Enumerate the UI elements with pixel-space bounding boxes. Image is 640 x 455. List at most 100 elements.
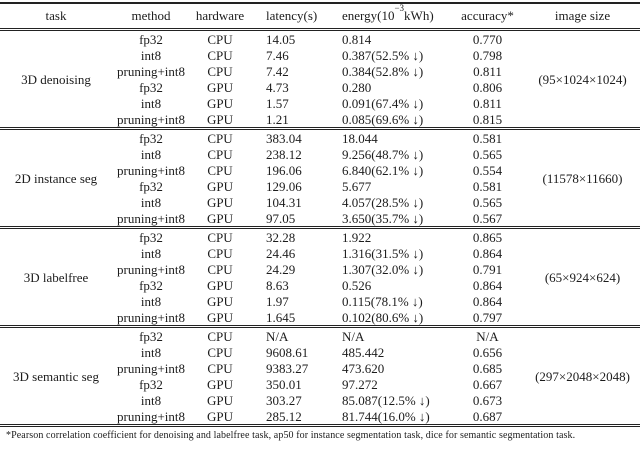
energy-cell: 0.102(80.6% ↓) xyxy=(342,309,424,325)
latency-cell: 14.05 xyxy=(266,31,296,47)
energy-cell: 0.526 xyxy=(342,277,372,293)
task-group: 3D denoising fp32 CPU 14.05 0.814 0.770 (95×10… xyxy=(0,30,640,129)
hardware-cell: GPU xyxy=(206,95,233,111)
energy-cell: 1.307(32.0% ↓) xyxy=(342,261,424,277)
energy-cell: 85.087(12.5% ↓) xyxy=(342,392,430,408)
latency-cell: 97.05 xyxy=(266,210,296,226)
energy-cell: 97.272 xyxy=(342,376,378,392)
image-size-cell: (65×924×624) xyxy=(544,269,621,285)
accuracy-cell: 0.770 xyxy=(472,31,503,47)
latency-cell: 383.04 xyxy=(266,130,302,146)
task-group: 3D semantic seg fp32 CPU N/A N/A N/A (297×2048… xyxy=(0,327,640,426)
table-row: int8 CPU 7.46 0.387(52.5% ↓) 0.798 xyxy=(0,47,640,63)
method-cell: int8 xyxy=(140,344,162,360)
task-cell: 3D denoising xyxy=(21,71,91,87)
col-header-hardware: hardware xyxy=(195,8,245,23)
hardware-cell: CPU xyxy=(207,63,233,79)
accuracy-cell: 0.685 xyxy=(472,360,503,376)
accuracy-cell: 0.565 xyxy=(472,146,503,162)
table-row: 3D denoising fp32 CPU 14.05 0.814 0.770 (95×10… xyxy=(0,30,640,87)
image-size-cell: (297×2048×2048) xyxy=(535,368,630,384)
results-table: task method hardware latency(s) energy(1… xyxy=(0,2,640,427)
hardware-cell: CPU xyxy=(207,344,233,360)
col-header-image-size: image size xyxy=(554,8,611,23)
method-cell: fp32 xyxy=(139,79,163,95)
energy-cell: 81.744(16.0% ↓) xyxy=(342,408,430,424)
table-row: pruning+int8 GPU 97.05 3.650(35.7% ↓) 0.567 xyxy=(0,210,640,228)
method-cell: fp32 xyxy=(139,277,163,293)
task-cell: 2D instance seg xyxy=(14,170,98,186)
accuracy-cell: 0.864 xyxy=(472,293,503,309)
col-header-energy: energy(10−3kWh) xyxy=(330,3,450,30)
method-cell: pruning+int8 xyxy=(117,261,185,277)
task-cell: 3D labelfree xyxy=(23,269,89,285)
latency-cell: 238.12 xyxy=(266,146,302,162)
hardware-cell: GPU xyxy=(206,210,233,226)
energy-cell: 473.620 xyxy=(342,360,385,376)
method-cell: fp32 xyxy=(139,31,163,47)
hardware-cell: CPU xyxy=(207,130,233,146)
method-cell: int8 xyxy=(140,146,162,162)
latency-cell: 9383.27 xyxy=(266,360,309,376)
latency-cell: 104.31 xyxy=(266,194,302,210)
latency-cell: 4.73 xyxy=(266,79,289,95)
table-row: int8 GPU 303.27 85.087(12.5% ↓) 0.673 xyxy=(0,392,640,408)
method-cell: fp32 xyxy=(139,376,163,392)
energy-cell: 4.057(28.5% ↓) xyxy=(342,194,424,210)
latency-cell: 196.06 xyxy=(266,162,302,178)
method-cell: fp32 xyxy=(139,328,163,344)
energy-cell: 485.442 xyxy=(342,344,385,360)
latency-cell: 7.46 xyxy=(266,47,289,63)
accuracy-cell: 0.687 xyxy=(472,408,503,424)
latency-cell: 285.12 xyxy=(266,408,302,424)
energy-cell: 0.091(67.4% ↓) xyxy=(342,95,424,111)
table-row: 2D instance seg fp32 CPU 383.04 18.044 0.581 (… xyxy=(0,129,640,186)
accuracy-cell: 0.667 xyxy=(472,376,503,392)
col-header-method: method xyxy=(131,8,171,23)
hardware-cell: CPU xyxy=(207,162,233,178)
table-row: int8 CPU 238.12 9.256(48.7% ↓) 0.565 xyxy=(0,146,640,162)
method-cell: int8 xyxy=(140,47,162,63)
table-row: pruning+int8 CPU 7.42 0.384(52.8% ↓) 0.811 xyxy=(0,63,640,79)
accuracy-cell: 0.554 xyxy=(472,162,503,178)
hardware-cell: GPU xyxy=(206,79,233,95)
accuracy-cell: 0.865 xyxy=(472,229,503,245)
latency-cell: 303.27 xyxy=(266,392,302,408)
table-row: int8 GPU 1.57 0.091(67.4% ↓) 0.811 xyxy=(0,95,640,111)
accuracy-cell: 0.864 xyxy=(472,277,503,293)
hardware-cell: GPU xyxy=(206,293,233,309)
accuracy-cell: 0.815 xyxy=(472,111,503,127)
hardware-cell: GPU xyxy=(206,408,233,424)
latency-cell: 1.21 xyxy=(266,111,289,127)
energy-cell: 18.044 xyxy=(342,130,378,146)
accuracy-cell: 0.811 xyxy=(473,95,502,111)
table-row: pruning+int8 GPU 1.21 0.085(69.6% ↓) 0.815 xyxy=(0,111,640,129)
task-group: 3D labelfree fp32 CPU 32.28 1.922 0.865 (65×92… xyxy=(0,228,640,327)
method-cell: int8 xyxy=(140,293,162,309)
task-cell: 3D semantic seg xyxy=(13,368,99,384)
method-cell: int8 xyxy=(140,95,162,111)
method-cell: fp32 xyxy=(139,178,163,194)
image-size-cell: (11578×11660) xyxy=(542,170,623,186)
method-cell: pruning+int8 xyxy=(117,210,185,226)
latency-cell: 24.29 xyxy=(266,261,296,277)
accuracy-cell: 0.791 xyxy=(472,261,503,277)
table-row: fp32 GPU 8.63 0.526 0.864 xyxy=(0,277,640,293)
image-size-cell: (95×1024×1024) xyxy=(538,71,627,87)
method-cell: pruning+int8 xyxy=(117,309,185,325)
col-header-latency: latency(s) xyxy=(266,8,318,23)
energy-cell: N/A xyxy=(342,328,365,344)
accuracy-cell: 0.864 xyxy=(472,245,503,261)
hardware-cell: CPU xyxy=(207,229,233,245)
accuracy-cell: 0.565 xyxy=(472,194,503,210)
table-row: pruning+int8 CPU 24.29 1.307(32.0% ↓) 0.791 xyxy=(0,261,640,277)
energy-cell: 0.387(52.5% ↓) xyxy=(342,47,424,63)
method-cell: pruning+int8 xyxy=(117,111,185,127)
latency-cell: 350.01 xyxy=(266,376,302,392)
task-group: 2D instance seg fp32 CPU 383.04 18.044 0.581 (… xyxy=(0,129,640,228)
energy-cell: 1.316(31.5% ↓) xyxy=(342,245,424,261)
hardware-cell: CPU xyxy=(207,146,233,162)
accuracy-cell: 0.581 xyxy=(472,130,503,146)
energy-cell: 0.814 xyxy=(342,31,372,47)
